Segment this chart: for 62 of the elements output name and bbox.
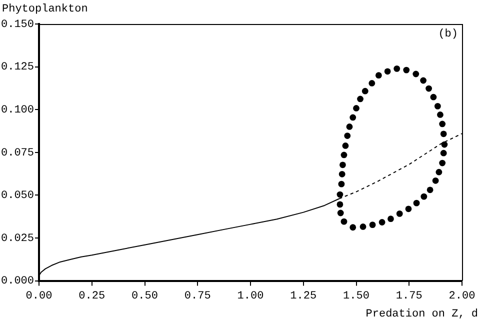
point [413, 200, 420, 206]
point [432, 177, 439, 184]
point [362, 88, 368, 94]
point [378, 219, 386, 226]
point [340, 162, 346, 168]
y-tick-label: 0.025 [0, 232, 34, 245]
y-axis-title: Phytoplankton [2, 3, 88, 16]
y-tick-label: 0.050 [0, 190, 34, 202]
point [338, 180, 345, 188]
point [360, 224, 366, 230]
point [420, 77, 426, 84]
point [440, 130, 447, 138]
point [344, 132, 351, 139]
point [342, 142, 349, 149]
point [412, 70, 420, 78]
y-tick-label: 0.100 [0, 104, 34, 117]
point [394, 65, 400, 72]
x-tick-label: 0.50 [132, 290, 158, 302]
point [439, 160, 446, 166]
point [346, 124, 353, 130]
x-tick-label: 1.75 [396, 290, 422, 302]
point [375, 72, 382, 79]
x-tick-label: 2.00 [448, 290, 476, 302]
point [340, 218, 348, 225]
point [369, 222, 376, 228]
annotation: (b) [438, 28, 458, 40]
x-tick-label: 0.25 [78, 290, 106, 302]
point [403, 66, 410, 74]
point [420, 193, 428, 200]
point [405, 206, 412, 212]
point [434, 102, 441, 110]
y-tick-label: 0.000 [0, 276, 34, 288]
point [357, 96, 364, 102]
point [368, 80, 376, 86]
point [338, 170, 346, 178]
y-tick-label: 0.150 [0, 18, 34, 31]
y-tick-label: 0.125 [0, 62, 34, 74]
point [350, 114, 356, 121]
x-tick-label: 0.00 [26, 290, 52, 302]
point [353, 105, 360, 112]
x-axis-title: Predation on Z, d [366, 308, 478, 320]
x-tick-label: 1.25 [290, 290, 317, 302]
point [426, 186, 434, 194]
point [439, 120, 446, 128]
point [436, 168, 442, 176]
point [396, 210, 403, 217]
point [350, 224, 356, 231]
point [430, 94, 437, 100]
point [384, 68, 391, 75]
x-tick-label: 1.50 [343, 290, 370, 302]
point [340, 152, 348, 158]
x-tick-label: 1.00 [237, 290, 264, 302]
point [336, 201, 344, 208]
point [437, 112, 444, 118]
point [336, 191, 344, 198]
point [440, 150, 447, 156]
x-tick-label: 0.75 [184, 290, 211, 302]
point [388, 216, 394, 222]
y-tick-label: 0.075 [0, 147, 34, 160]
point [426, 85, 432, 92]
point [337, 210, 344, 216]
point [441, 141, 448, 148]
